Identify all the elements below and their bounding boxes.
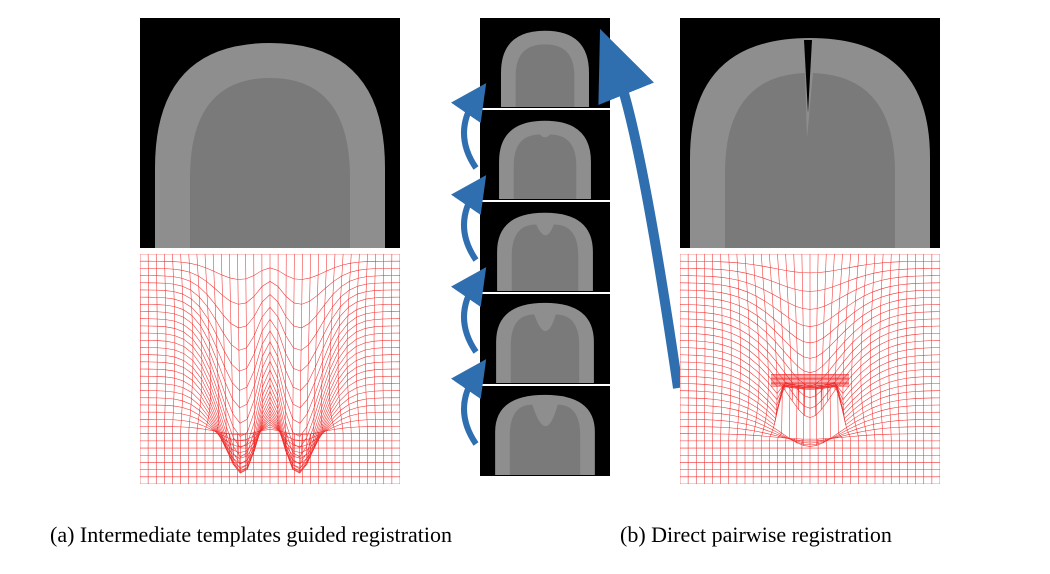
arch-inner	[190, 78, 350, 248]
arrow-small-3	[464, 374, 476, 444]
panel-right-bottom	[680, 254, 940, 484]
arch-source-svg	[140, 18, 400, 248]
thumbnail-column	[480, 18, 610, 478]
caption-b: (b) Direct pairwise registration	[620, 522, 892, 548]
arrow-big	[615, 66, 678, 388]
thumb-2	[480, 202, 610, 292]
thumb-3	[480, 294, 610, 384]
captions: (a) Intermediate templates guided regist…	[0, 522, 1050, 562]
figure	[40, 8, 1010, 508]
mesh-left-svg	[140, 254, 400, 484]
panel-right-top	[680, 18, 940, 248]
arrow-small-2	[464, 282, 476, 352]
arrow-small-1	[464, 190, 476, 260]
arch-target-svg	[680, 18, 940, 248]
arrow-small-0	[464, 98, 476, 168]
thumb-4	[480, 386, 610, 476]
caption-a: (a) Intermediate templates guided regist…	[50, 522, 452, 548]
thumb-1	[480, 110, 610, 200]
panel-left-top	[140, 18, 400, 248]
panel-left-bottom	[140, 254, 400, 484]
mesh-right-svg	[680, 254, 940, 484]
thumb-0	[480, 18, 610, 108]
